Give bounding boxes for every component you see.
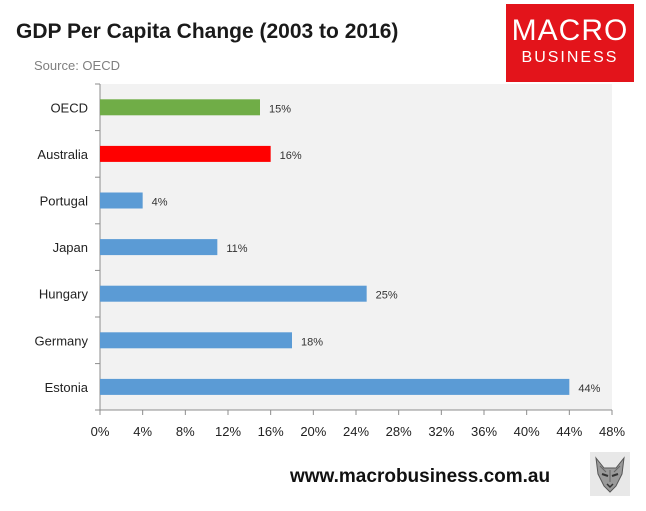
bar <box>100 99 260 116</box>
bar <box>100 239 218 256</box>
bar <box>100 378 570 395</box>
category-label: Hungary <box>39 287 89 302</box>
category-label: OECD <box>50 100 88 115</box>
x-tick-label: 40% <box>514 424 540 439</box>
chart-source: Source: OECD <box>34 58 120 73</box>
data-label: 4% <box>152 197 168 209</box>
bar <box>100 145 271 162</box>
category-label: Portugal <box>40 194 89 209</box>
data-label: 25% <box>376 290 398 302</box>
x-tick-label: 0% <box>91 424 110 439</box>
macro-business-logo: MACRO BUSINESS <box>506 4 634 82</box>
x-tick-label: 8% <box>176 424 195 439</box>
data-label: 16% <box>280 150 302 162</box>
x-tick-label: 16% <box>258 424 284 439</box>
data-label: 15% <box>269 103 291 115</box>
x-tick-label: 24% <box>343 424 369 439</box>
website-url: www.macrobusiness.com.au <box>290 466 551 487</box>
x-tick-label: 36% <box>471 424 497 439</box>
wolf-logo-icon <box>590 452 630 496</box>
category-label: Australia <box>37 147 88 162</box>
x-tick-label: 44% <box>556 424 582 439</box>
x-tick-label: 12% <box>215 424 241 439</box>
category-label: Estonia <box>45 380 89 395</box>
category-label: Japan <box>53 240 88 255</box>
bar <box>100 285 367 302</box>
bar <box>100 192 143 209</box>
x-tick-label: 28% <box>386 424 412 439</box>
x-tick-label: 32% <box>428 424 454 439</box>
logo-line-2: BUSINESS <box>521 49 619 66</box>
bar <box>100 332 292 349</box>
x-tick-label: 4% <box>133 424 152 439</box>
logo-line-1: MACRO <box>511 14 629 47</box>
chart-title: GDP Per Capita Change (2003 to 2016) <box>16 20 399 43</box>
data-label: 18% <box>301 336 323 348</box>
category-label: Germany <box>35 333 89 348</box>
x-tick-label: 48% <box>599 424 625 439</box>
x-tick-label: 20% <box>300 424 326 439</box>
data-label: 44% <box>578 383 600 395</box>
data-label: 11% <box>226 243 247 255</box>
